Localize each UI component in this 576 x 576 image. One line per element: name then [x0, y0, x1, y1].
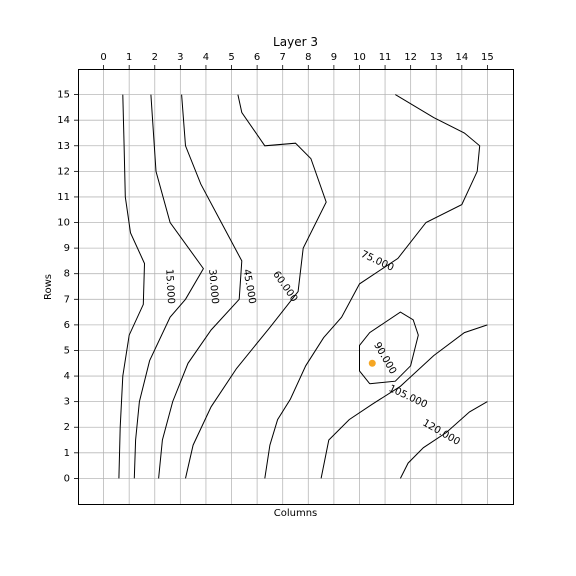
contour-line — [118, 94, 146, 479]
y-tick-label: 14 — [57, 115, 70, 126]
contour-line — [399, 401, 488, 479]
contour-line — [158, 94, 243, 479]
axes-border — [78, 69, 514, 505]
x-tick-label: 8 — [305, 52, 311, 63]
y-tick-label: 1 — [64, 448, 70, 459]
x-tick-label: 9 — [331, 52, 337, 63]
x-tick-label: 6 — [254, 52, 260, 63]
x-tick-label: 10 — [353, 52, 366, 63]
x-tick-label: 14 — [455, 52, 468, 63]
contour-label: 30.000 — [206, 269, 220, 305]
x-axis-ticks: 0 1 2 3 4 5 6 7 8 9 10 11 12 13 14 15 — [100, 52, 494, 69]
y-tick-label: 10 — [57, 218, 70, 229]
y-tick-label: 5 — [64, 345, 70, 356]
y-tick-label: 2 — [64, 422, 70, 433]
y-tick-label: 12 — [57, 166, 70, 177]
y-tick-label: 6 — [64, 320, 70, 331]
grid-lines — [78, 69, 513, 504]
x-tick-label: 5 — [228, 52, 234, 63]
contour-line — [264, 94, 481, 479]
x-tick-label: 13 — [430, 52, 443, 63]
y-axis-label: Rows — [43, 274, 54, 300]
y-tick-label: 8 — [64, 269, 70, 280]
data-point-marker — [368, 359, 376, 367]
x-tick-label: 11 — [379, 52, 392, 63]
contour-line — [359, 311, 419, 385]
contour-line — [185, 94, 327, 479]
marker-layer — [368, 359, 376, 367]
x-axis-label: Columns — [274, 508, 318, 519]
contour-lines — [118, 94, 488, 479]
x-tick-label: 1 — [126, 52, 132, 63]
y-tick-label: 13 — [57, 141, 70, 152]
y-tick-label: 9 — [64, 243, 70, 254]
y-tick-label: 15 — [57, 90, 70, 101]
y-tick-label: 3 — [64, 397, 70, 408]
contour-label: 15.000 — [163, 269, 176, 305]
x-tick-label: 3 — [177, 52, 183, 63]
y-tick-label: 0 — [64, 473, 70, 484]
contour-line — [133, 94, 204, 479]
x-tick-label: 15 — [481, 52, 494, 63]
contour-line — [320, 324, 488, 479]
x-tick-label: 0 — [100, 52, 106, 63]
chart-title: Layer 3 — [273, 35, 318, 49]
x-tick-label: 4 — [203, 52, 209, 63]
y-tick-label: 11 — [57, 192, 70, 203]
x-tick-label: 12 — [404, 52, 417, 63]
axes-frame — [78, 69, 513, 504]
x-tick-label: 7 — [280, 52, 286, 63]
y-tick-label: 4 — [64, 371, 70, 382]
x-tick-label: 2 — [152, 52, 158, 63]
y-tick-label: 7 — [64, 294, 70, 305]
